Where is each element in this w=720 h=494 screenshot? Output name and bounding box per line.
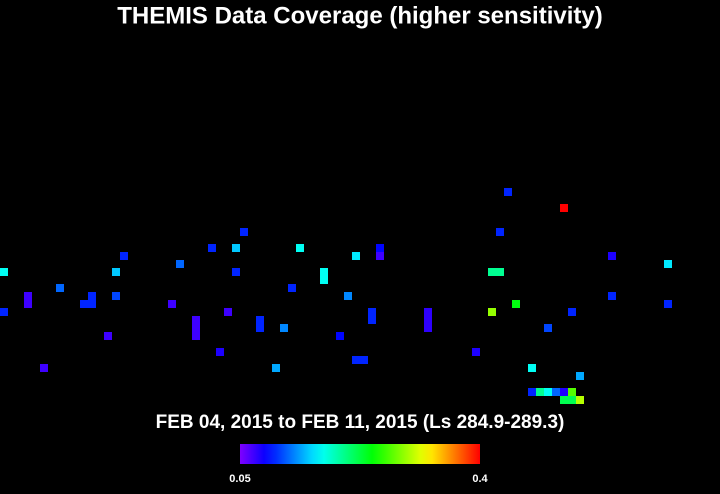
coverage-cell [360, 356, 368, 364]
coverage-cell [376, 244, 384, 252]
coverage-cell [120, 252, 128, 260]
coverage-cell [352, 252, 360, 260]
coverage-cell [224, 308, 232, 316]
colorbar-tick-label: 0.05 [229, 473, 250, 485]
coverage-cell [216, 348, 224, 356]
coverage-cell [240, 228, 248, 236]
coverage-cell [256, 324, 264, 332]
coverage-cell [576, 396, 584, 404]
coverage-cell [176, 260, 184, 268]
coverage-cell [424, 324, 432, 332]
coverage-cell [352, 356, 360, 364]
coverage-cell [368, 308, 376, 316]
colorbar [240, 444, 480, 464]
coverage-cell [272, 364, 280, 372]
coverage-cell [576, 372, 584, 380]
coverage-cell [320, 268, 328, 276]
coverage-cell [88, 300, 96, 308]
coverage-cell [528, 364, 536, 372]
coverage-cell [376, 252, 384, 260]
coverage-cell [192, 316, 200, 324]
chart-subtitle: FEB 04, 2015 to FEB 11, 2015 (Ls 284.9-2… [156, 412, 565, 433]
coverage-cell [568, 396, 576, 404]
coverage-cell [40, 364, 48, 372]
coverage-cell [544, 324, 552, 332]
coverage-cell [112, 268, 120, 276]
coverage-cell [24, 300, 32, 308]
coverage-cell [536, 388, 544, 396]
coverage-cell [0, 308, 8, 316]
coverage-cell [472, 348, 480, 356]
coverage-cell [496, 268, 504, 276]
coverage-cell [232, 244, 240, 252]
coverage-cell [424, 308, 432, 316]
coverage-cell [512, 300, 520, 308]
coverage-cell [664, 300, 672, 308]
coverage-cell [168, 300, 176, 308]
coverage-cell [280, 324, 288, 332]
coverage-cell [336, 332, 344, 340]
coverage-cell [344, 292, 352, 300]
coverage-cell [192, 324, 200, 332]
coverage-cell [424, 316, 432, 324]
coverage-cell [568, 388, 576, 396]
colorbar-tick-label: 0.4 [472, 473, 488, 485]
coverage-cell [664, 260, 672, 268]
coverage-cell [504, 188, 512, 196]
coverage-cell [544, 388, 552, 396]
coverage-cell [560, 204, 568, 212]
coverage-cell [368, 316, 376, 324]
coverage-cell [528, 388, 536, 396]
coverage-cell [0, 268, 8, 276]
coverage-cell [608, 252, 616, 260]
coverage-cell [288, 284, 296, 292]
coverage-cell [56, 284, 64, 292]
chart-title: THEMIS Data Coverage (higher sensitivity… [117, 2, 602, 29]
coverage-cell [560, 388, 568, 396]
coverage-cell [488, 308, 496, 316]
coverage-cell [208, 244, 216, 252]
coverage-cell [552, 388, 560, 396]
coverage-cell [192, 332, 200, 340]
coverage-cell [560, 396, 568, 404]
coverage-cell [608, 292, 616, 300]
coverage-cell [296, 244, 304, 252]
coverage-cell [496, 228, 504, 236]
coverage-cell [112, 292, 120, 300]
coverage-cell [488, 268, 496, 276]
coverage-cell [88, 292, 96, 300]
coverage-cell [256, 316, 264, 324]
coverage-cell [320, 276, 328, 284]
coverage-cell [568, 308, 576, 316]
coverage-cell [104, 332, 112, 340]
coverage-cell [80, 300, 88, 308]
coverage-cell [24, 292, 32, 300]
coverage-cell [232, 268, 240, 276]
